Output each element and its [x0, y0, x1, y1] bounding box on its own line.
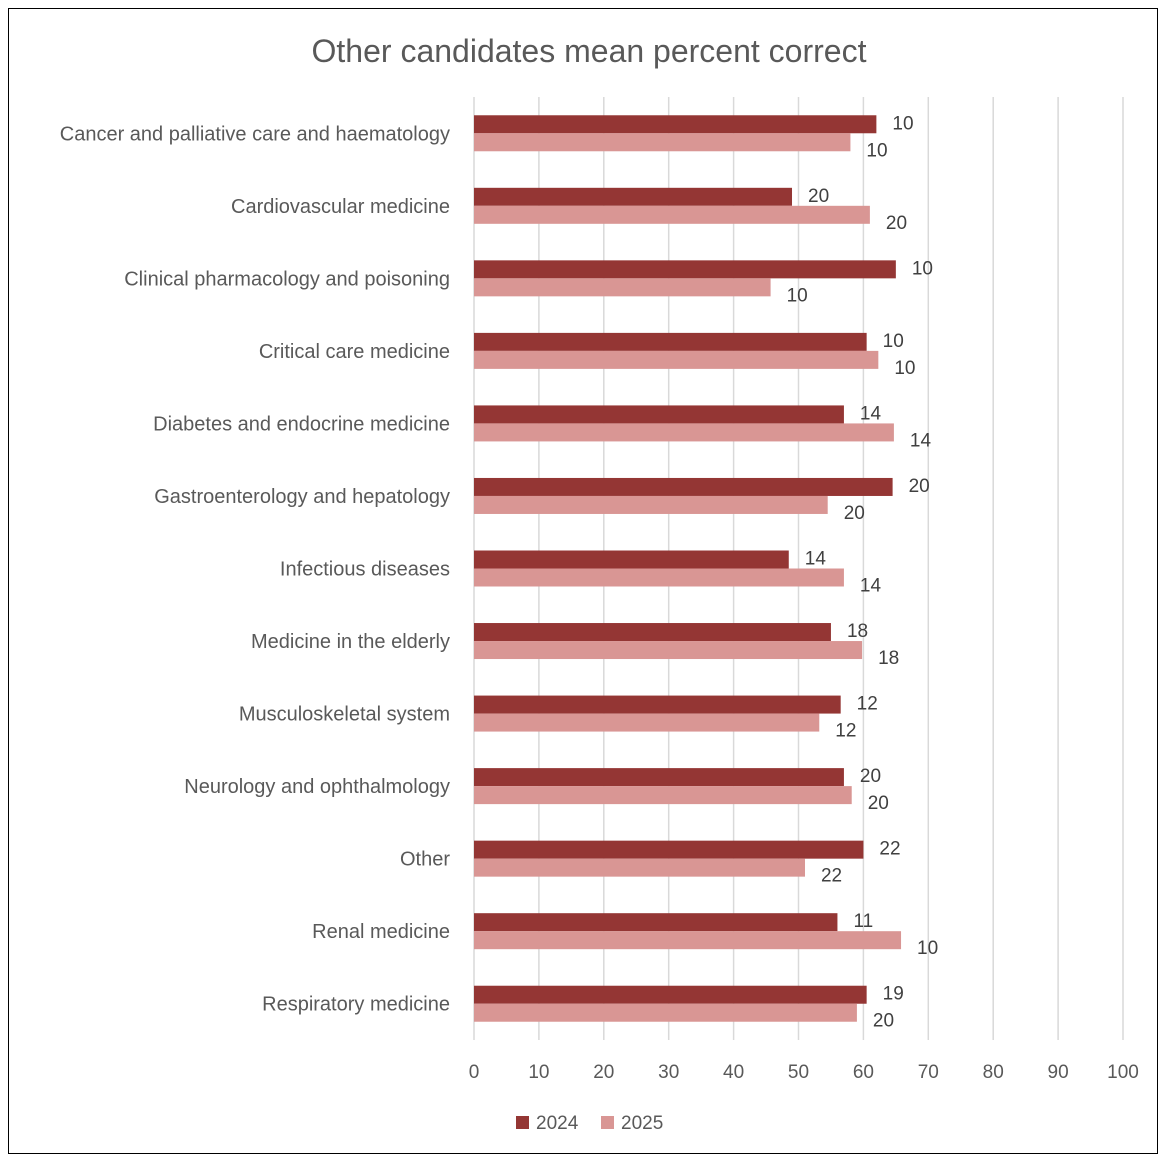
bar-2024 — [474, 115, 877, 134]
bar-2025 — [474, 568, 844, 587]
category-label: Medicine in the elderly — [251, 631, 450, 653]
x-tick-label: 50 — [788, 1062, 809, 1083]
bar-2025 — [474, 423, 894, 442]
bar-2025 — [474, 858, 805, 877]
category-label: Clinical pharmacology and poisoning — [124, 268, 450, 290]
x-tick-label: 40 — [723, 1062, 744, 1083]
bar-2025 — [474, 133, 851, 152]
x-axis-ticks: 0 10 20 30 40 50 60 70 80 90 100 — [469, 1062, 1139, 1083]
bar-2024 — [474, 550, 789, 569]
data-label-2025: 14 — [910, 430, 932, 451]
data-label-2024: 11 — [853, 911, 873, 932]
data-labels: 1010202010101010141420201414181812122020… — [787, 113, 939, 1031]
data-label-2025: 10 — [917, 938, 938, 959]
bar-2024 — [474, 840, 864, 859]
category-label: Other — [400, 849, 450, 871]
data-label-2024: 20 — [909, 476, 930, 497]
bar-2024 — [474, 477, 893, 496]
legend: 2024 2025 — [516, 1113, 663, 1134]
x-tick-label: 60 — [853, 1062, 874, 1083]
data-label-2024: 20 — [808, 186, 829, 207]
data-label-2024: 20 — [860, 766, 881, 787]
data-label-2024: 12 — [857, 694, 878, 715]
data-label-2024: 10 — [883, 331, 904, 352]
bar-2025 — [474, 641, 863, 660]
category-label: Gastroenterology and hepatology — [154, 486, 450, 508]
category-label: Renal medicine — [312, 921, 450, 943]
data-label-2025: 20 — [873, 1011, 894, 1032]
bar-2024 — [474, 913, 838, 932]
bar-2025 — [474, 931, 902, 950]
x-tick-label: 80 — [983, 1062, 1004, 1083]
bar-2024 — [474, 623, 831, 642]
x-tick-label: 20 — [593, 1062, 614, 1083]
category-label: Musculoskeletal system — [239, 704, 450, 726]
x-tick-label: 0 — [469, 1062, 480, 1083]
legend-label-2025: 2025 — [621, 1113, 663, 1134]
x-tick-label: 100 — [1107, 1062, 1139, 1083]
chart-title: Other candidates mean percent correct — [312, 33, 867, 69]
data-label-2025: 20 — [868, 793, 889, 814]
data-label-2025: 12 — [835, 721, 856, 742]
legend-swatch-2025 — [601, 1116, 614, 1129]
x-tick-label: 70 — [918, 1062, 939, 1083]
data-label-2024: 10 — [892, 113, 913, 134]
category-label: Cardiovascular medicine — [231, 196, 450, 218]
bar-2024 — [474, 260, 896, 279]
bar-2024 — [474, 985, 867, 1004]
data-label-2024: 10 — [912, 258, 933, 279]
data-label-2024: 18 — [847, 621, 868, 642]
data-label-2025: 22 — [821, 866, 842, 887]
bar-2025 — [474, 350, 879, 369]
category-label: Infectious diseases — [280, 559, 450, 581]
bar-2024 — [474, 695, 841, 714]
data-label-2025: 10 — [866, 140, 887, 161]
bar-2025 — [474, 786, 852, 805]
data-label-2025: 10 — [787, 285, 808, 306]
category-label: Critical care medicine — [259, 341, 450, 363]
category-label: Cancer and palliative care and haematolo… — [60, 123, 450, 145]
bar-2024 — [474, 187, 793, 206]
bar-2024 — [474, 332, 867, 351]
bar-2025 — [474, 713, 820, 732]
data-label-2025: 20 — [886, 213, 907, 234]
category-labels: Cancer and palliative care and haematolo… — [60, 123, 451, 1015]
legend-label-2024: 2024 — [536, 1113, 579, 1134]
legend-swatch-2024 — [516, 1116, 529, 1129]
data-label-2025: 18 — [878, 648, 899, 669]
bars — [474, 115, 902, 1022]
bar-2025 — [474, 495, 828, 514]
x-tick-label: 90 — [1048, 1062, 1069, 1083]
data-label-2024: 22 — [879, 839, 900, 860]
data-label-2025: 14 — [860, 576, 882, 597]
bar-2025 — [474, 205, 870, 224]
x-tick-label: 30 — [658, 1062, 679, 1083]
data-label-2024: 14 — [805, 549, 827, 570]
category-label: Diabetes and endocrine medicine — [153, 413, 450, 435]
bar-2024 — [474, 768, 844, 787]
data-label-2024: 14 — [860, 403, 882, 424]
data-label-2025: 20 — [844, 503, 865, 524]
bar-2025 — [474, 278, 771, 297]
category-label: Respiratory medicine — [262, 994, 450, 1016]
x-tick-label: 10 — [528, 1062, 549, 1083]
category-label: Neurology and ophthalmology — [184, 776, 450, 798]
data-label-2025: 10 — [894, 358, 915, 379]
bar-2025 — [474, 1003, 857, 1022]
bar-2024 — [474, 405, 844, 424]
data-label-2024: 19 — [883, 984, 904, 1005]
gridlines — [473, 97, 1124, 1040]
